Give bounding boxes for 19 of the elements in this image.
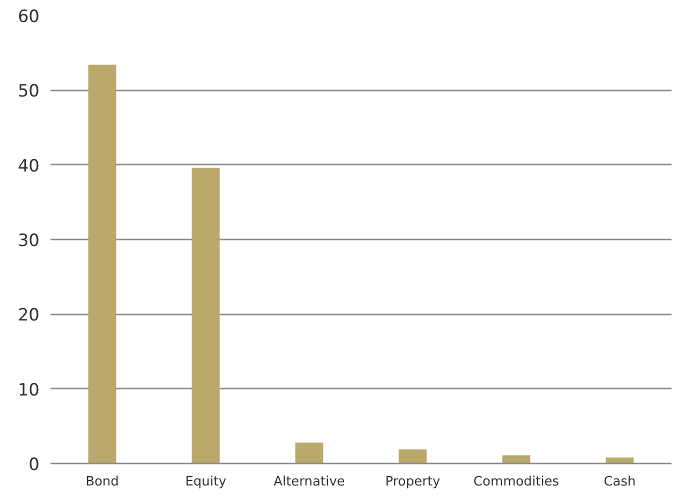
bar — [192, 168, 220, 464]
bar — [88, 64, 116, 464]
bar — [295, 442, 324, 464]
y-tick-label: 0 — [28, 455, 40, 475]
bar — [502, 455, 530, 464]
y-tick-label: 60 — [18, 7, 40, 27]
x-tick-label: Property — [385, 474, 441, 490]
bar — [606, 458, 634, 464]
y-tick-label: 40 — [18, 156, 40, 176]
y-tick-label: 10 — [18, 380, 40, 400]
y-tick-label: 20 — [18, 306, 40, 326]
y-tick-label: 50 — [18, 82, 40, 102]
y-tick-label: 30 — [18, 231, 40, 251]
bar — [398, 449, 427, 464]
x-tick-label: Bond — [86, 474, 119, 490]
x-tick-label: Cash — [604, 474, 636, 490]
x-tick-label: Equity — [185, 474, 227, 490]
x-tick-label: Commodities — [473, 474, 560, 490]
x-tick-label: Alternative — [274, 474, 345, 490]
